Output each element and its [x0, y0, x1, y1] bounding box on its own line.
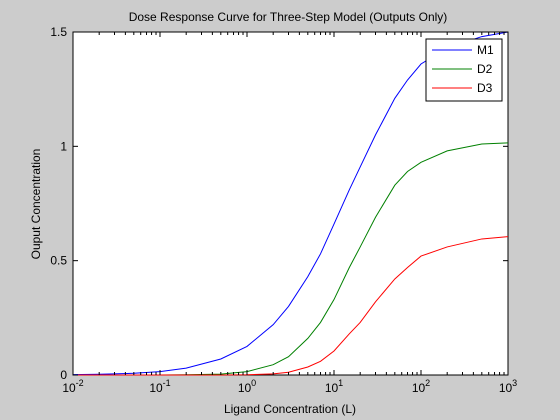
x-tick-label: 100 — [238, 378, 256, 395]
legend-box — [425, 38, 503, 102]
y-axis-label: Ouput Concentration — [29, 149, 43, 260]
x-tick-label: 101 — [325, 378, 343, 395]
series-line-m1 — [72, 31, 509, 376]
x-tick-label: 102 — [412, 378, 430, 395]
x-tick-label: 10-1 — [149, 378, 170, 395]
axis-ticks: 10-2 10-1 100 101 102 103 0 0.5 1 1.5 — [50, 25, 517, 395]
legend: M1 D2 D3 — [425, 38, 503, 102]
legend-label-d2: D2 — [477, 62, 493, 76]
chart-title: Dose Response Curve for Three-Step Model… — [129, 10, 448, 24]
x-axis-label: Ligand Concentration (L) — [224, 402, 356, 416]
y-tick-label: 0.5 — [50, 254, 67, 268]
x-tick-label: 10-2 — [62, 378, 83, 395]
legend-label-d3: D3 — [477, 81, 493, 95]
series-lines — [72, 31, 509, 376]
y-tick-label: 1.5 — [50, 25, 67, 39]
y-tick-label: 1 — [60, 139, 67, 153]
legend-label-m1: M1 — [477, 43, 494, 57]
y-tick-label: 0 — [60, 368, 67, 382]
x-tick-label: 103 — [499, 378, 517, 395]
series-line-d3 — [73, 236, 509, 376]
